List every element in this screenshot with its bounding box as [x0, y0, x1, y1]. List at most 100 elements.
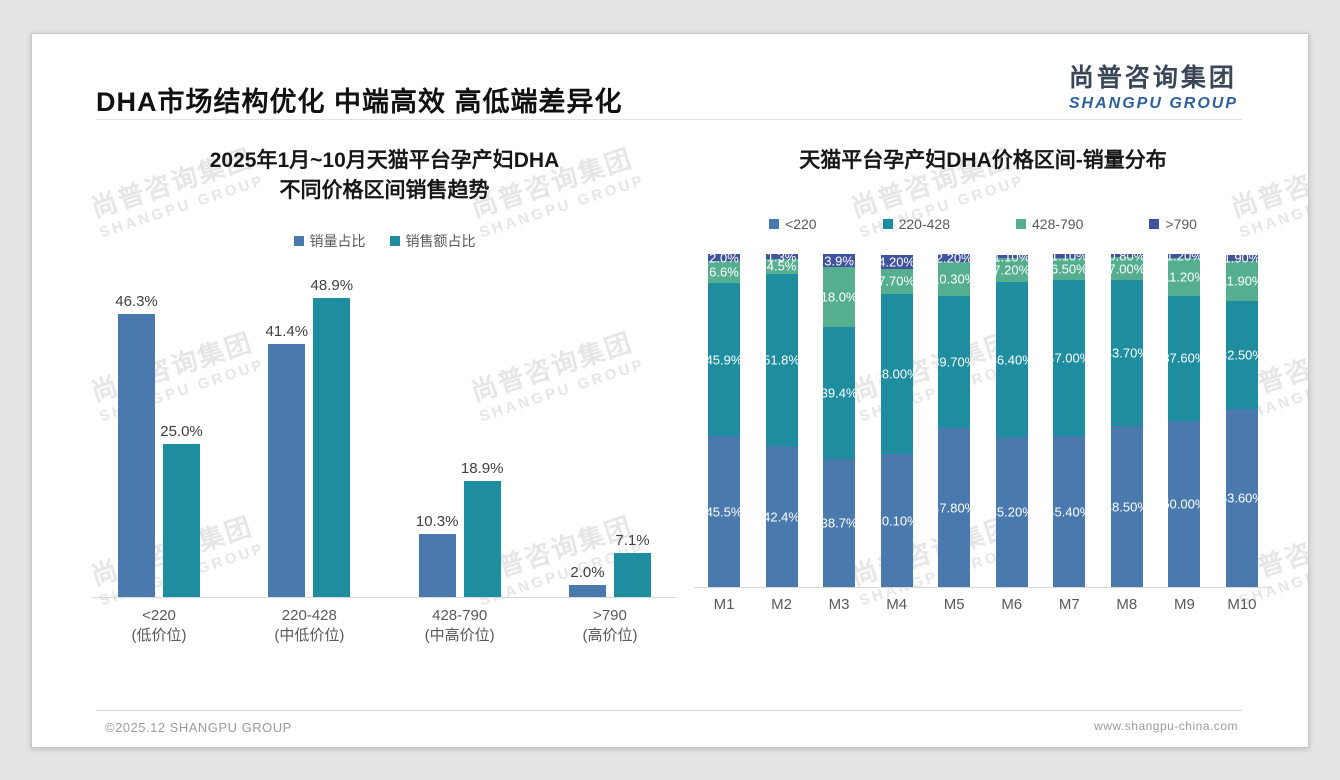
segment->790: 1.20%	[1166, 249, 1203, 264]
bar-pair: 41.4% 48.9%	[265, 267, 353, 597]
segment-428-790: 7.70%	[878, 268, 916, 295]
segment-<220: 53.60%	[1220, 408, 1264, 588]
segment-value-label: 50.00%	[1162, 496, 1207, 512]
stacked-bar: 50.00% 37.60% 11.20% 1.20%	[1162, 249, 1206, 588]
category-range: <220	[142, 606, 176, 624]
segment-428-790: 11.20%	[1163, 258, 1206, 296]
left-chart-title-line1: 2025年1月~10月天猫平台孕产妇DHA	[209, 149, 560, 172]
segment-value-label: 48.00%	[874, 366, 919, 382]
segment-value-label: 1.10%	[1050, 248, 1088, 264]
segment-value-label: 43.70%	[1104, 345, 1149, 361]
segment-value-label: 1.20%	[1165, 248, 1203, 264]
month-label: M2	[771, 596, 792, 614]
month-label: M5	[943, 596, 965, 614]
segment-220-428: 32.50%	[1220, 300, 1264, 409]
segment-value-label: 32.50%	[1219, 347, 1264, 363]
segment-428-790: 6.50%	[1051, 258, 1088, 280]
category-label: 220-428 (中低价位)	[274, 606, 344, 647]
segment->790: 1.10%	[993, 249, 1030, 264]
bar-group-<220: 46.3% 25.0% <220 (低价位)	[115, 267, 203, 647]
segment-220-428: 51.8%	[763, 273, 800, 447]
segment-428-790: 11.90%	[1220, 261, 1263, 301]
stacked-bar-M9: 50.00% 37.60% 11.20% 1.20% M9	[1162, 249, 1206, 613]
left-chart-section: 2025年1月~10月天猫平台孕产妇DHA 不同价格区间销售趋势 销量占比 销售额…	[92, 146, 677, 646]
left-chart-axis-line	[92, 596, 677, 598]
right-chart-title: 天猫平台孕产妇DHA价格区间-销量分布	[799, 149, 1167, 172]
bar-销量占比: 2.0%	[568, 564, 606, 597]
left-chart-title-line2: 不同价格区间销售趋势	[279, 179, 490, 203]
category-tier: (中高价位)	[424, 627, 495, 645]
legend-item-428-790: 428-790	[1016, 216, 1083, 232]
segment-value-label: 51.8%	[763, 352, 800, 368]
segment-value-label: 1.3%	[766, 249, 797, 265]
segment-value-label: 1.90%	[1223, 250, 1261, 266]
segment-428-790: 10.30%	[932, 261, 976, 297]
segment-value-label: 7.70%	[878, 273, 916, 289]
segment-220-428: 46.40%	[990, 282, 1034, 437]
stacked-bar: 42.4% 51.8% 4.5% 1.3%	[763, 249, 800, 588]
segment-220-428: 48.00%	[875, 294, 919, 454]
month-label: M7	[1058, 596, 1080, 614]
segment->790: 2.20%	[936, 251, 973, 266]
segment-value-label: 7.00%	[1108, 261, 1146, 277]
segment->790: 4.20%	[878, 254, 916, 270]
segment-value-label: 39.4%	[820, 385, 858, 401]
segment-<220: 38.7%	[821, 458, 858, 588]
stacked-bar-M6: 45.20% 46.40% 7.20% 1.10% M6	[990, 249, 1034, 613]
category-tier: (低价位)	[131, 627, 187, 645]
segment-value-label: 6.6%	[709, 264, 739, 280]
segment-value-label: 47.00%	[1047, 350, 1092, 366]
stacked-bar-M3: 38.7% 39.4% 18.0% 3.9% M3	[820, 253, 858, 614]
segment-220-428: 43.70%	[1105, 280, 1149, 426]
legend-item-销量占比: 销量占比	[293, 231, 366, 251]
right-chart-legend: <220 220-428 428-790 >790	[694, 216, 1272, 232]
segment-value-label: 3.9%	[824, 253, 854, 269]
segment-value-label: 4.20%	[878, 254, 916, 270]
month-label: M1	[713, 596, 735, 614]
stacked-bar: 38.7% 39.4% 18.0% 3.9%	[820, 253, 858, 588]
legend-swatch	[882, 219, 893, 230]
legend-item->790: >790	[1149, 216, 1197, 232]
segment-value-label: 40.10%	[874, 513, 919, 529]
segment-428-790: 4.5%	[765, 258, 798, 274]
title-divider	[96, 119, 1242, 120]
stacked-bar: 45.20% 46.40% 7.20% 1.10%	[990, 249, 1034, 588]
segment-value-label: 1.10%	[993, 249, 1031, 265]
bar-销售额占比: 7.1%	[613, 532, 651, 597]
stacked-bar: 48.50% 43.70% 7.00% 0.80%	[1105, 248, 1149, 588]
bar-value-label: 25.0%	[160, 423, 203, 441]
segment-value-label: 10.30%	[932, 271, 977, 287]
legend-item-<220: <220	[769, 216, 817, 232]
logo-chinese-text: 尚普咨询集团	[1068, 64, 1237, 92]
bar-value-label: 18.9%	[460, 460, 504, 478]
stacked-bar: 47.80% 39.70% 10.30% 2.20%	[932, 251, 976, 588]
legend-swatch	[769, 219, 780, 230]
stacked-bar-M7: 45.40% 47.00% 6.50% 1.10% M7	[1047, 249, 1091, 614]
segment-value-label: 0.80%	[1108, 248, 1146, 264]
slide: 尚普咨询集团 SHANGPU GROUP 尚普咨询集团 SHANGPU GROUP 尚普…	[31, 33, 1309, 748]
bar-group-428-790: 10.3% 18.9% 428-790 (中高价位)	[416, 267, 504, 647]
logo-english-text: SHANGPU GROUP	[1068, 95, 1238, 112]
month-label: M10	[1227, 596, 1257, 614]
right-chart-section: 天猫平台孕产妇DHA价格区间-销量分布 <220 220-428 428-790 >7…	[694, 146, 1272, 613]
footer-website: www.shangpu-china.com	[1094, 719, 1238, 733]
month-label: M8	[1116, 596, 1138, 614]
bar-group->790: 2.0% 7.1% >790 (高价位)	[568, 267, 651, 647]
bar-value-label: 41.4%	[265, 322, 309, 340]
month-label: M3	[828, 596, 850, 614]
segment->790: 2.0%	[708, 250, 740, 265]
category-range: >790	[593, 606, 627, 624]
legend-swatch	[1016, 219, 1026, 230]
segment-220-428: 39.4%	[820, 327, 858, 459]
stacked-bar: 53.60% 32.50% 11.90% 1.90%	[1220, 250, 1264, 588]
bar-pair: 10.3% 18.9%	[416, 267, 504, 597]
category-label: >790 (高价位)	[582, 606, 637, 647]
stacked-bar-M2: 42.4% 51.8% 4.5% 1.3% M2	[763, 249, 800, 614]
segment-<220: 40.10%	[875, 453, 919, 588]
segment-value-label: 47.80%	[932, 500, 977, 516]
segment-<220: 45.20%	[990, 436, 1034, 588]
segment-value-label: 4.5%	[766, 258, 797, 274]
legend-label: 428-790	[1032, 216, 1084, 233]
stacked-bar-M1: 45.5% 45.9% 6.6% 2.0% M1	[706, 250, 743, 614]
